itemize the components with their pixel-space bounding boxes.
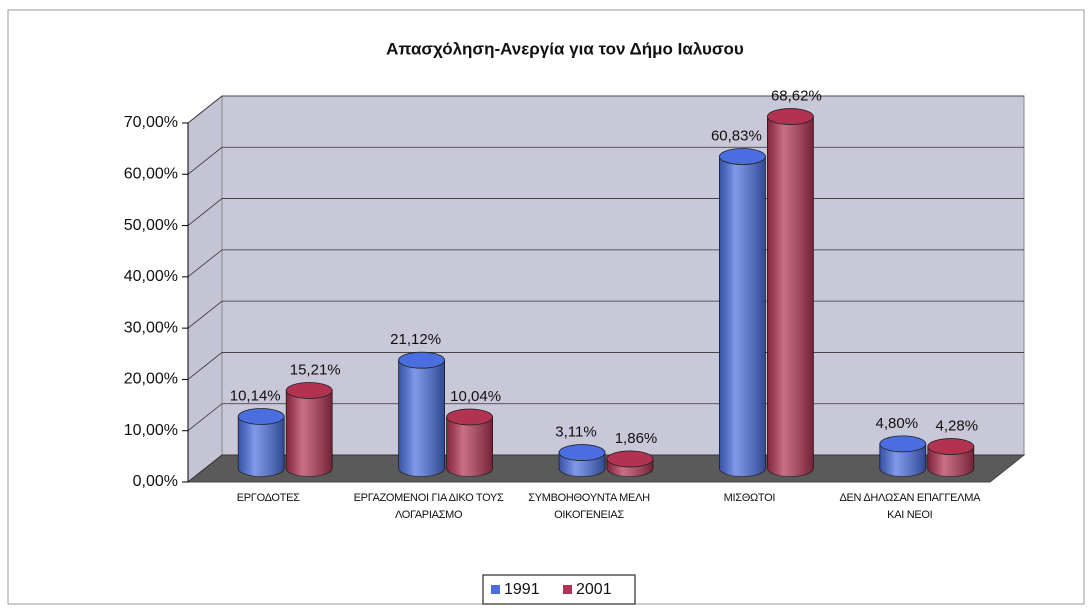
bar-top	[237, 408, 285, 425]
data-label: 21,12%	[390, 331, 441, 348]
bar-shade	[286, 390, 333, 477]
bar-shade	[238, 416, 285, 477]
back-wall	[221, 95, 1025, 456]
bar-shade	[719, 156, 766, 477]
bar-top	[285, 382, 333, 399]
bar-top	[879, 435, 927, 453]
data-label: 4,80%	[876, 415, 919, 432]
legend-label: 2001	[576, 581, 612, 598]
bar-shade	[927, 446, 974, 477]
data-label: 15,21%	[290, 361, 341, 378]
legend-label: 1991	[504, 581, 540, 598]
y-tick-label: 10,00%	[124, 422, 178, 439]
bar	[398, 351, 446, 477]
y-tick-label: 30,00%	[124, 319, 178, 336]
bar-top	[767, 108, 814, 125]
bar-top	[927, 438, 975, 455]
bar-shade	[879, 443, 926, 477]
bar-top	[446, 408, 494, 426]
bar	[606, 450, 654, 477]
data-label: 1,86%	[615, 430, 658, 447]
data-label: 10,04%	[450, 388, 501, 405]
y-tick-label: 40,00%	[124, 268, 178, 285]
bar-top	[558, 444, 606, 461]
x-tick-label: ΔΕΝ ΔΗΛΩΣΑΝ ΕΠΑΓΓΕΛΜΑ ΚΑΙ ΝΕΟΙ	[839, 492, 981, 521]
bar-shade	[446, 417, 493, 477]
legend-box	[482, 574, 636, 605]
x-tick-label: ΣΥΜΒΟΗΘΟΥΝΤΑ ΜΕΛΗ ΟΙΚΟΓΕΝΕΙΑΣ	[528, 492, 650, 521]
data-label: 4,28%	[936, 418, 979, 435]
bar-shade	[767, 116, 814, 477]
bar	[237, 408, 285, 477]
bar	[879, 435, 927, 477]
bar	[927, 438, 975, 477]
y-tick-label: 50,00%	[124, 217, 178, 234]
y-tick-label: 70,00%	[124, 114, 178, 131]
y-tick-label: 0,00%	[133, 473, 178, 490]
bar	[446, 408, 494, 477]
y-tick-label: 60,00%	[124, 166, 178, 183]
data-label: 3,11%	[555, 424, 596, 441]
x-tick-label: ΕΡΓΟΔΟΤΕΣ	[236, 492, 300, 504]
x-tick-label: ΕΡΓΑΖΟΜΕΝΟΙ ΓΙΑ ΔΙΚΟ ΤΟΥΣ ΛΟΓΑΡΙΑΣΜΟ	[353, 492, 504, 521]
grid-line	[187, 95, 1024, 124]
bar	[558, 444, 606, 477]
bar	[767, 108, 814, 477]
legend-swatch	[563, 585, 572, 594]
legend-swatch	[491, 585, 500, 594]
bar-top	[606, 450, 654, 468]
bar-top	[398, 351, 446, 369]
grid-line	[187, 146, 1024, 175]
data-label: 68,62%	[771, 88, 822, 105]
x-tick-label: ΜΙΣΘΩΤΟΙ	[723, 492, 776, 504]
chart-title: Απασχόληση-Ανεργία για τον Δήμο Ιαλυσου	[386, 39, 744, 58]
bar	[719, 148, 766, 477]
bar-shade	[398, 360, 445, 477]
data-label: 10,14%	[230, 387, 281, 404]
data-label: 60,83%	[711, 127, 762, 144]
bar-top	[719, 148, 766, 165]
side-wall	[187, 94, 223, 484]
bar	[285, 382, 333, 477]
y-tick-label: 20,00%	[124, 371, 178, 388]
